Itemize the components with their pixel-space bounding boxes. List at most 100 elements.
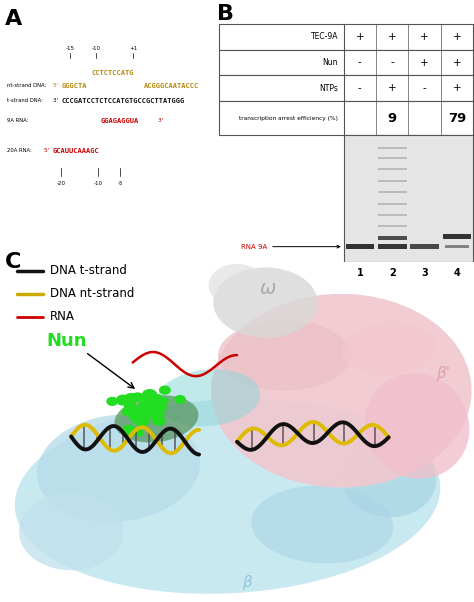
Text: 9A RNA:: 9A RNA:: [7, 119, 28, 123]
Text: β': β': [436, 365, 450, 380]
Text: ACGGGCAATACCC: ACGGGCAATACCC: [144, 83, 200, 89]
Text: +: +: [388, 32, 397, 42]
Circle shape: [134, 429, 143, 436]
Text: ω: ω: [260, 279, 276, 298]
Circle shape: [132, 414, 146, 424]
Ellipse shape: [218, 320, 351, 391]
Text: 20A RNA:: 20A RNA:: [7, 149, 32, 154]
Text: 5': 5': [219, 99, 226, 104]
Circle shape: [132, 393, 143, 401]
Text: -5: -5: [118, 181, 123, 186]
Text: -20: -20: [57, 181, 66, 186]
Bar: [378, 202, 407, 205]
Text: +: +: [420, 32, 429, 42]
Bar: [346, 244, 374, 249]
Text: 3': 3': [219, 84, 226, 88]
Text: 2: 2: [389, 268, 396, 278]
Text: CCCGATCCTCTCCATGTGCCGCTTATGGG: CCCGATCCTCTCCATGTGCCGCTTATGGG: [62, 98, 185, 104]
Text: 3: 3: [421, 268, 428, 278]
Circle shape: [141, 399, 153, 408]
Text: +: +: [356, 32, 364, 42]
Text: Nun: Nun: [46, 332, 87, 350]
Bar: [378, 191, 407, 193]
Circle shape: [155, 411, 164, 418]
Text: t-strand DNA:: t-strand DNA:: [7, 99, 43, 104]
Text: CCTCTCCATG: CCTCTCCATG: [92, 70, 135, 76]
Text: 4: 4: [454, 268, 461, 278]
Text: +: +: [453, 58, 461, 67]
Bar: [378, 244, 407, 249]
Bar: [344, 135, 474, 262]
Circle shape: [129, 411, 143, 421]
Circle shape: [125, 402, 136, 411]
Circle shape: [107, 397, 118, 405]
Text: 79: 79: [448, 112, 466, 125]
Circle shape: [141, 404, 150, 411]
Circle shape: [143, 389, 157, 400]
Circle shape: [145, 396, 158, 405]
Circle shape: [149, 408, 161, 417]
Ellipse shape: [341, 440, 436, 517]
Text: nt-strand DNA:: nt-strand DNA:: [7, 84, 46, 88]
Text: transcription arrest efficiency (%): transcription arrest efficiency (%): [239, 116, 338, 121]
Circle shape: [136, 414, 147, 423]
Ellipse shape: [365, 373, 469, 479]
Circle shape: [146, 404, 159, 414]
Ellipse shape: [251, 486, 393, 563]
Circle shape: [137, 412, 150, 421]
Text: -: -: [391, 58, 394, 67]
Bar: [446, 245, 469, 248]
Text: GGGCTA: GGGCTA: [62, 83, 87, 89]
Text: DNA nt-strand: DNA nt-strand: [50, 287, 134, 300]
Bar: [378, 225, 407, 228]
Bar: [410, 244, 439, 249]
Ellipse shape: [15, 399, 440, 594]
Text: β: β: [242, 575, 251, 590]
Text: 5': 5': [44, 149, 52, 154]
Bar: [219, 101, 474, 135]
Text: -10: -10: [92, 46, 101, 51]
Circle shape: [143, 402, 158, 414]
Text: -: -: [358, 84, 362, 93]
Circle shape: [136, 417, 148, 426]
Ellipse shape: [213, 267, 318, 338]
Text: -: -: [358, 58, 362, 67]
Bar: [219, 49, 474, 75]
Text: C: C: [5, 252, 21, 272]
Bar: [378, 169, 407, 170]
Circle shape: [175, 396, 185, 403]
Bar: [378, 157, 407, 159]
Circle shape: [149, 411, 158, 418]
Text: +: +: [453, 84, 461, 93]
Text: 3': 3': [157, 119, 165, 123]
Circle shape: [123, 425, 135, 434]
Bar: [378, 236, 407, 240]
Text: -15: -15: [66, 46, 74, 51]
Circle shape: [138, 402, 151, 412]
Ellipse shape: [157, 369, 260, 426]
Text: NTPs: NTPs: [319, 84, 338, 93]
Circle shape: [144, 397, 159, 408]
Bar: [219, 75, 474, 101]
Circle shape: [160, 386, 170, 394]
Ellipse shape: [342, 321, 436, 375]
Bar: [378, 147, 407, 149]
Ellipse shape: [37, 414, 200, 522]
Circle shape: [117, 396, 129, 405]
Bar: [443, 234, 471, 239]
Text: 3': 3': [53, 99, 60, 104]
Text: B: B: [217, 4, 234, 24]
Text: DNA t-strand: DNA t-strand: [50, 264, 127, 278]
Circle shape: [153, 395, 162, 402]
Bar: [378, 214, 407, 216]
Text: +: +: [453, 32, 461, 42]
Circle shape: [152, 402, 166, 412]
Ellipse shape: [209, 264, 265, 306]
Ellipse shape: [211, 294, 472, 488]
Text: RNA: RNA: [50, 310, 74, 323]
Circle shape: [122, 408, 132, 415]
Text: GGAGAGGUA: GGAGAGGUA: [100, 118, 139, 124]
Text: 9: 9: [388, 112, 397, 125]
Circle shape: [153, 418, 162, 424]
Text: -10: -10: [94, 181, 103, 186]
